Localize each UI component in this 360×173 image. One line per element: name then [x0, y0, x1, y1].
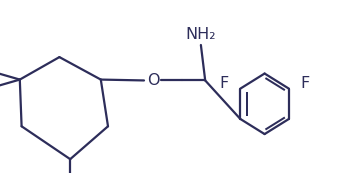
Text: F: F: [220, 76, 229, 91]
Text: NH₂: NH₂: [186, 27, 216, 42]
Text: O: O: [147, 73, 159, 88]
Text: F: F: [301, 76, 310, 91]
